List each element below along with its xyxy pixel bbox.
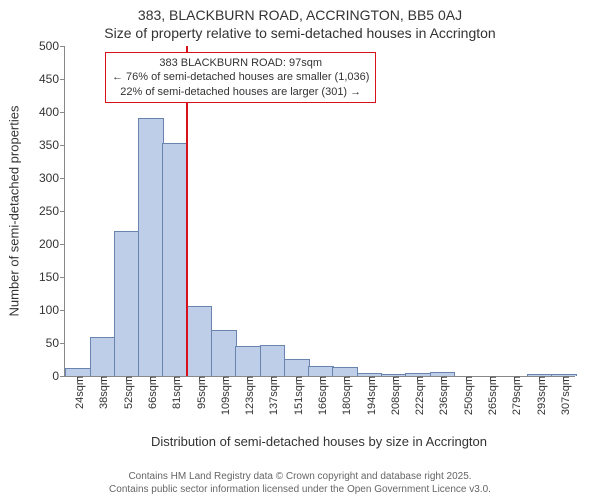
histogram-bar <box>357 373 383 376</box>
title-line-1: 383, BLACKBURN ROAD, ACCRINGTON, BB5 0AJ <box>0 6 600 24</box>
histogram-bar <box>211 330 237 376</box>
x-tick-label: 307sqm <box>554 376 572 415</box>
histogram-bar <box>162 143 188 376</box>
y-axis-title: Number of semi-detached properties <box>7 106 22 317</box>
x-axis-title: Distribution of semi-detached houses by … <box>64 434 574 449</box>
x-tick-label: 109sqm <box>214 376 232 415</box>
histogram-bar <box>260 345 286 376</box>
histogram-bar <box>90 337 116 376</box>
annotation-line: 383 BLACKBURN ROAD: 97sqm <box>112 56 369 70</box>
plot-area: 05010015020025030035040045050024sqm38sqm… <box>64 46 575 377</box>
x-tick-label: 52sqm <box>117 376 135 409</box>
histogram-bar <box>308 366 334 376</box>
chart-container: 383, BLACKBURN ROAD, ACCRINGTON, BB5 0AJ… <box>0 0 600 500</box>
x-tick-label: 180sqm <box>335 376 353 415</box>
histogram-bar <box>551 374 577 376</box>
x-tick-label: 81sqm <box>165 376 183 409</box>
annotation-box: 383 BLACKBURN ROAD: 97sqm← 76% of semi-d… <box>105 52 376 103</box>
footer-attribution: Contains HM Land Registry data © Crown c… <box>0 470 600 496</box>
y-tick-mark <box>60 145 65 146</box>
x-tick-label: 151sqm <box>287 376 305 415</box>
y-tick-mark <box>60 343 65 344</box>
histogram-bar <box>235 346 261 376</box>
x-tick-label: 236sqm <box>432 376 450 415</box>
x-tick-label: 95sqm <box>190 376 208 409</box>
y-tick-mark <box>60 277 65 278</box>
annotation-line: ← 76% of semi-detached houses are smalle… <box>112 70 369 84</box>
x-tick-label: 279sqm <box>505 376 523 415</box>
x-tick-label: 208sqm <box>384 376 402 415</box>
x-tick-label: 250sqm <box>457 376 475 415</box>
footer-line-1: Contains HM Land Registry data © Crown c… <box>0 470 600 483</box>
chart-title-block: 383, BLACKBURN ROAD, ACCRINGTON, BB5 0AJ… <box>0 0 600 42</box>
histogram-bar <box>187 306 213 376</box>
histogram-bar <box>114 231 140 376</box>
x-tick-label: 123sqm <box>238 376 256 415</box>
histogram-bar <box>381 374 407 376</box>
y-tick-mark <box>60 211 65 212</box>
footer-line-2: Contains public sector information licen… <box>0 483 600 496</box>
annotation-line: 22% of semi-detached houses are larger (… <box>112 85 369 99</box>
y-tick-mark <box>60 79 65 80</box>
x-tick-label: 137sqm <box>262 376 280 415</box>
x-tick-label: 222sqm <box>408 376 426 415</box>
x-tick-label: 265sqm <box>481 376 499 415</box>
y-tick-mark <box>60 310 65 311</box>
title-line-2: Size of property relative to semi-detach… <box>0 24 600 42</box>
y-tick-mark <box>60 244 65 245</box>
y-tick-mark <box>60 376 65 377</box>
x-tick-label: 194sqm <box>360 376 378 415</box>
histogram-bar <box>527 374 553 376</box>
x-tick-label: 166sqm <box>311 376 329 415</box>
histogram-bar <box>138 118 164 376</box>
y-tick-mark <box>60 46 65 47</box>
histogram-bar <box>430 372 456 376</box>
histogram-bar <box>405 373 431 376</box>
x-tick-label: 24sqm <box>68 376 86 409</box>
x-tick-label: 66sqm <box>141 376 159 409</box>
y-tick-mark <box>60 112 65 113</box>
x-tick-label: 38sqm <box>92 376 110 409</box>
x-tick-label: 293sqm <box>530 376 548 415</box>
histogram-bar <box>65 368 91 376</box>
histogram-bar <box>332 367 358 376</box>
histogram-bar <box>284 359 310 377</box>
y-tick-mark <box>60 178 65 179</box>
